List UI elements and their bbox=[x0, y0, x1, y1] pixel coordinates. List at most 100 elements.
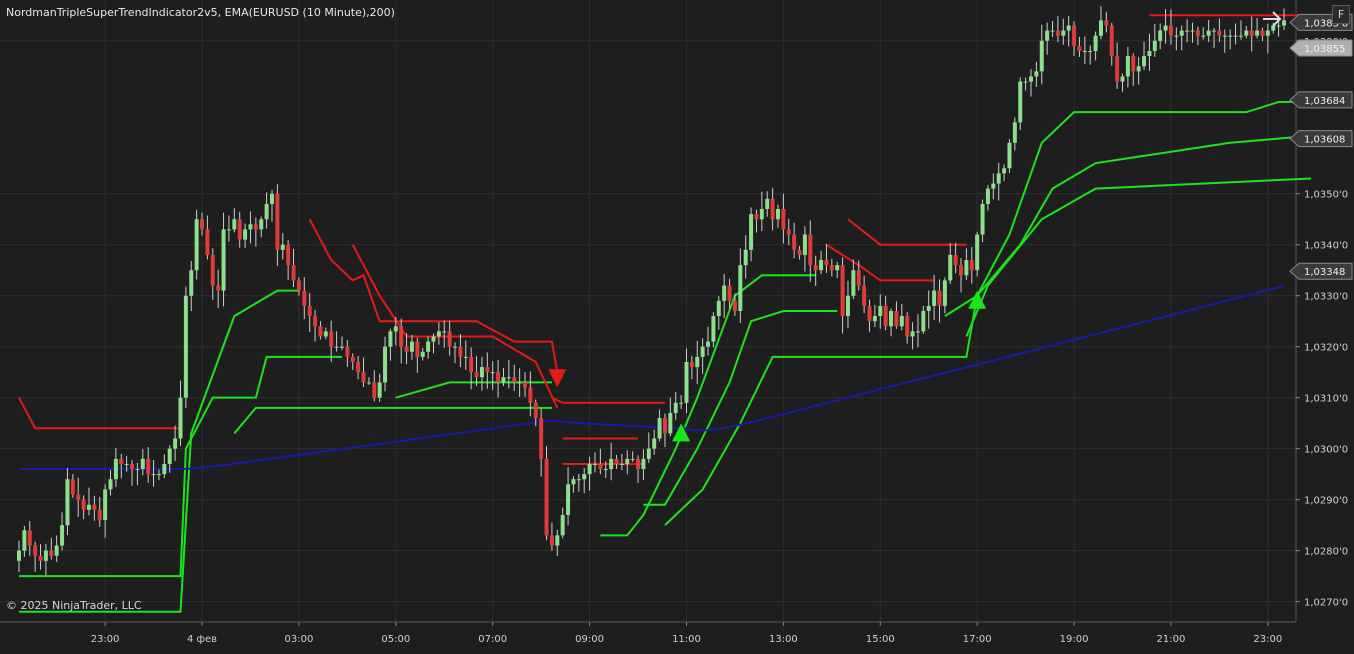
candle-body bbox=[802, 234, 807, 255]
candle-body bbox=[1265, 30, 1270, 36]
candle-body bbox=[496, 372, 501, 383]
y-tick-label: 1,0290'0 bbox=[1304, 496, 1348, 507]
candle-body bbox=[716, 300, 721, 317]
candle-body bbox=[54, 545, 59, 556]
candle-body bbox=[329, 331, 334, 347]
candle-body bbox=[151, 474, 156, 476]
candle-body bbox=[819, 260, 824, 271]
candle-body bbox=[1276, 25, 1281, 27]
supertrend-down-7 bbox=[825, 243, 935, 282]
candle-body bbox=[393, 326, 398, 332]
candle-body bbox=[226, 229, 231, 231]
candle-body bbox=[479, 367, 484, 378]
y-tick-label: 1,0350'0 bbox=[1304, 190, 1348, 201]
candle-body bbox=[845, 295, 850, 317]
buy-signal-icon bbox=[672, 423, 691, 442]
x-tick-label: 4 фев bbox=[187, 634, 217, 645]
candle-body bbox=[1012, 122, 1017, 143]
candle-body bbox=[582, 474, 587, 480]
candle-body bbox=[302, 290, 307, 306]
candle-body bbox=[921, 311, 926, 332]
candle-body bbox=[1206, 30, 1211, 36]
candle-body bbox=[1039, 40, 1044, 72]
f-button[interactable]: F bbox=[1332, 5, 1350, 24]
candle-body bbox=[307, 305, 312, 317]
candle-body bbox=[270, 193, 274, 204]
candle-body bbox=[942, 280, 947, 306]
price-tags: 1,03855 1,0383'6 1,03684 1,03608 1,03348 bbox=[1289, 13, 1353, 280]
candle-body bbox=[517, 382, 522, 384]
candle-body bbox=[65, 479, 70, 526]
price-tag-label: 1,03855 bbox=[1304, 44, 1345, 55]
candle-body bbox=[130, 463, 135, 470]
candle-body bbox=[1023, 81, 1028, 83]
candle-body bbox=[1045, 30, 1050, 41]
candle-body bbox=[162, 463, 167, 475]
candle-body bbox=[318, 326, 323, 337]
candle-body bbox=[872, 316, 877, 322]
candle-body bbox=[140, 458, 145, 470]
y-tick-label: 1,0330'0 bbox=[1304, 292, 1348, 303]
candle-body bbox=[248, 224, 253, 230]
ema-polyline bbox=[19, 285, 1285, 471]
candle-body bbox=[339, 346, 344, 348]
candle-body bbox=[1152, 40, 1157, 51]
candle-body bbox=[259, 219, 264, 230]
candle-body bbox=[566, 484, 571, 515]
candle-body bbox=[490, 372, 495, 374]
candle-body bbox=[1120, 76, 1125, 82]
x-tick-label: 23:00 bbox=[91, 634, 120, 645]
candle-body bbox=[463, 356, 468, 358]
candle-body bbox=[679, 402, 684, 404]
candle-body bbox=[641, 458, 646, 470]
price-tag-label: 1,03684 bbox=[1304, 96, 1345, 107]
x-tick-label: 07:00 bbox=[478, 634, 507, 645]
candle-body bbox=[124, 463, 129, 465]
candle-body bbox=[366, 382, 371, 384]
x-tick-label: 23:00 bbox=[1253, 634, 1282, 645]
candle-body bbox=[1185, 30, 1190, 32]
candle-body bbox=[899, 316, 904, 327]
candle-body bbox=[829, 265, 834, 271]
candle-body bbox=[501, 377, 506, 383]
candle-body bbox=[1093, 35, 1098, 51]
candle-body bbox=[652, 438, 657, 449]
candle-body bbox=[813, 265, 818, 271]
candle-body bbox=[711, 316, 716, 342]
candle-body bbox=[442, 331, 447, 333]
supertrend-down-4 bbox=[551, 396, 665, 404]
candle-body bbox=[1158, 30, 1163, 41]
candle-body bbox=[1222, 35, 1227, 37]
x-tick-label: 19:00 bbox=[1060, 634, 1089, 645]
supertrend-down-1 bbox=[18, 397, 181, 430]
candle-body bbox=[135, 469, 140, 471]
candle-body bbox=[523, 382, 527, 388]
candle-body bbox=[630, 458, 635, 460]
candle-body bbox=[205, 229, 210, 255]
candle-body bbox=[383, 346, 388, 383]
candle-body bbox=[862, 285, 867, 306]
candle-body bbox=[216, 285, 221, 291]
candle-body bbox=[856, 270, 861, 286]
candle-body bbox=[765, 198, 770, 210]
candle-body bbox=[1190, 30, 1195, 32]
arrow-right-icon[interactable] bbox=[1260, 9, 1284, 29]
candle-body bbox=[167, 448, 172, 464]
candle-body bbox=[781, 209, 786, 230]
time-axis[interactable]: 23:00 4 фев 03:00 05:00 07:00 09:00 11:00 13:00… bbox=[91, 622, 1283, 645]
sell-signal-icon bbox=[548, 369, 567, 388]
price-tag: 1,03348 bbox=[1289, 262, 1353, 280]
candle-body bbox=[915, 331, 920, 333]
candle-body bbox=[119, 458, 124, 464]
candle-body bbox=[43, 550, 48, 561]
supertrend-up-7 bbox=[664, 100, 1311, 526]
price-tag-label: 1,0383'6 bbox=[1304, 18, 1348, 29]
candle-body bbox=[991, 183, 996, 189]
candle-body bbox=[894, 311, 899, 327]
candle-body bbox=[700, 346, 705, 357]
candle-body bbox=[743, 249, 748, 266]
candle-body bbox=[969, 260, 974, 271]
candle-body bbox=[732, 300, 737, 311]
copyright-text: © 2025 NinjaTrader, LLC bbox=[6, 599, 142, 612]
